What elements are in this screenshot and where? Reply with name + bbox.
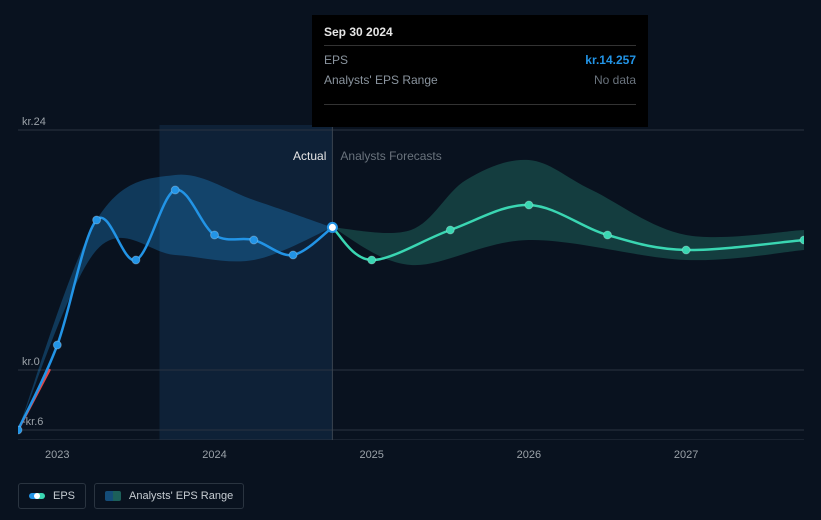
tooltip-divider: [324, 45, 636, 46]
y-axis-tick-label: kr.24: [22, 116, 46, 128]
x-axis-tick-label: 2024: [202, 449, 226, 461]
legend-eps-label: EPS: [53, 490, 75, 502]
legend: EPS Analysts' EPS Range: [18, 483, 244, 509]
tooltip-row-eps: EPS kr.14.257: [324, 50, 636, 70]
x-axis-tick-label: 2023: [45, 449, 69, 461]
legend-range-label: Analysts' EPS Range: [129, 490, 233, 502]
range-swatch-icon: [105, 491, 121, 501]
y-axis-tick-label: -kr.6: [22, 416, 43, 428]
legend-item-eps[interactable]: EPS: [18, 483, 86, 509]
tooltip-card: Sep 30 2024 EPS kr.14.257 Analysts' EPS …: [312, 15, 648, 127]
tooltip-row-range: Analysts' EPS Range No data: [324, 70, 636, 90]
tooltip-range-value: No data: [594, 73, 636, 87]
tooltip-date: Sep 30 2024: [324, 25, 636, 39]
eps-chart[interactable]: kr.24kr.0-kr.6 Actual Analysts Forecasts: [18, 125, 804, 440]
chart-svg: [18, 125, 804, 440]
region-label-actual: Actual: [293, 149, 326, 163]
y-axis-tick-label: kr.0: [22, 356, 40, 368]
x-axis-tick-label: 2026: [517, 449, 541, 461]
tooltip-divider: [324, 104, 636, 105]
region-label-forecast: Analysts Forecasts: [340, 149, 441, 163]
x-axis-tick-label: 2027: [674, 449, 698, 461]
tooltip-eps-label: EPS: [324, 53, 348, 67]
eps-swatch-icon: [29, 493, 45, 499]
x-axis-ticks: 2023 2024 2025 2026 2027: [18, 449, 804, 469]
legend-item-range[interactable]: Analysts' EPS Range: [94, 483, 244, 509]
tooltip-eps-value: kr.14.257: [585, 53, 636, 67]
x-axis-tick-label: 2025: [359, 449, 383, 461]
tooltip-range-label: Analysts' EPS Range: [324, 73, 438, 87]
